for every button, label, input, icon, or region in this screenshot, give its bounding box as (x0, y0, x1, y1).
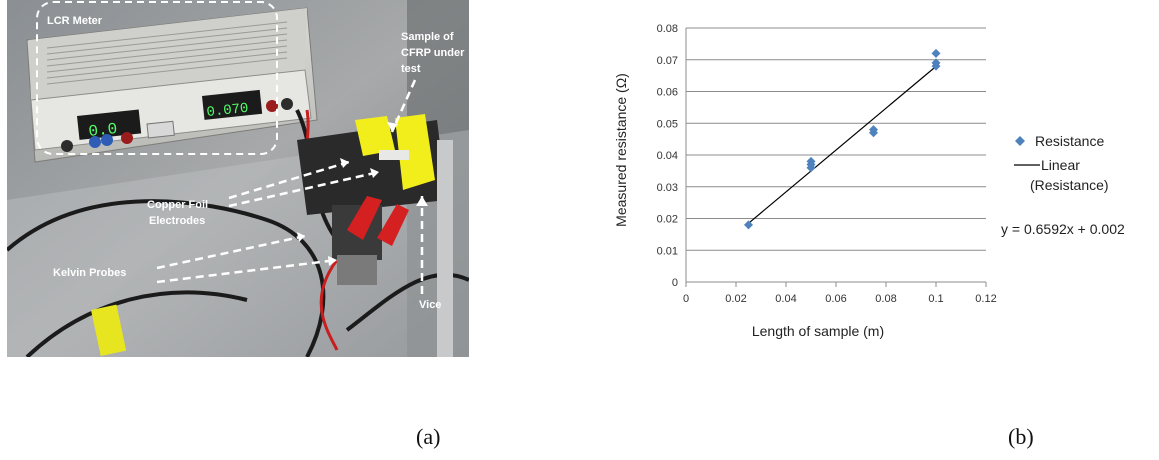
tick-labels: 0 0.01 0.02 0.03 0.04 0.05 0.06 0.07 0.08 0 0.02 0.… (657, 23, 997, 305)
x-axis-label: Length of sample (m) (752, 323, 884, 339)
y-tick-label-0.03: 0.03 (657, 182, 678, 194)
annotation-arrows (156, 79, 424, 294)
x-tick-label-0.04: 0.04 (775, 293, 796, 305)
x-tick-label-0.06: 0.06 (825, 293, 846, 305)
label-sample-line2: CFRP under (401, 47, 465, 59)
label-sample-line3: test (401, 63, 421, 75)
legend-label-resistance: Resistance (1035, 133, 1104, 149)
label-sample-line1: Sample of (401, 31, 454, 43)
legend-label-linear-line2: (Resistance) (1030, 177, 1109, 193)
lcr-meter: 0.0 0.070 (26, 7, 318, 163)
caption-b: (b) (1008, 424, 1034, 449)
axes (685, 28, 987, 287)
caption-a: (a) (416, 424, 441, 449)
lcr-meter-outline (36, 1, 278, 155)
y-tick-label-0: 0 (672, 277, 678, 289)
trendline-layer (748, 65, 937, 224)
x-tick-label-0.08: 0.08 (875, 293, 896, 305)
y-tick-label-0.07: 0.07 (657, 55, 678, 67)
y-tick-label-0.08: 0.08 (657, 23, 678, 35)
left-display (77, 109, 142, 140)
x-tick-label-0.02: 0.02 (725, 293, 746, 305)
legend-marker-resistance (1015, 136, 1025, 146)
copper-electrode-left (355, 116, 395, 156)
data-point-8 (931, 48, 941, 58)
data-point-0 (744, 220, 753, 230)
y-tick-label-0.04: 0.04 (657, 150, 678, 162)
y-axis-label: Measured resistance (Ω) (613, 73, 629, 227)
y-tick-label-0.01: 0.01 (657, 245, 678, 257)
y-tick-label-0.02: 0.02 (657, 214, 678, 226)
label-lcr-meter: LCR Meter (47, 15, 103, 27)
y-tick-label-0.05: 0.05 (657, 118, 678, 130)
data-point-7 (931, 58, 941, 68)
data-point-5 (869, 125, 878, 135)
x-tick-label-0.12: 0.12 (975, 293, 996, 305)
display-right-value: 0.070 (206, 101, 249, 121)
right-display (202, 89, 263, 120)
resistance-chart: 0 0.01 0.02 0.03 0.04 0.05 0.06 0.07 0.08 0 0.02 0.… (613, 23, 1125, 339)
gridlines (686, 27, 986, 251)
label-copper-line2: Electrodes (149, 215, 205, 227)
y-tick-label-0.06: 0.06 (657, 87, 678, 99)
data-point-3 (806, 156, 816, 166)
x-tick-label-0: 0 (683, 293, 689, 305)
label-copper-line1: Copper Foil (147, 199, 208, 211)
trendline-equation: y = 0.6592x + 0.002 (1001, 221, 1125, 237)
legend: Resistance Linear (Resistance) (1014, 133, 1109, 193)
copper-electrode-right (395, 114, 435, 190)
trendline (748, 65, 937, 224)
data-points (744, 48, 941, 230)
legend-label-linear-line1: Linear (1041, 157, 1080, 173)
label-vice: Vice (419, 299, 441, 311)
cfrp-sample (379, 150, 409, 160)
x-tick-label-0.1: 0.1 (928, 293, 943, 305)
setup-photo: 0.0 0.070 LCR Meter Sample of CF (7, 0, 469, 357)
vice (297, 114, 447, 285)
label-kelvin-probes: Kelvin Probes (53, 267, 126, 279)
